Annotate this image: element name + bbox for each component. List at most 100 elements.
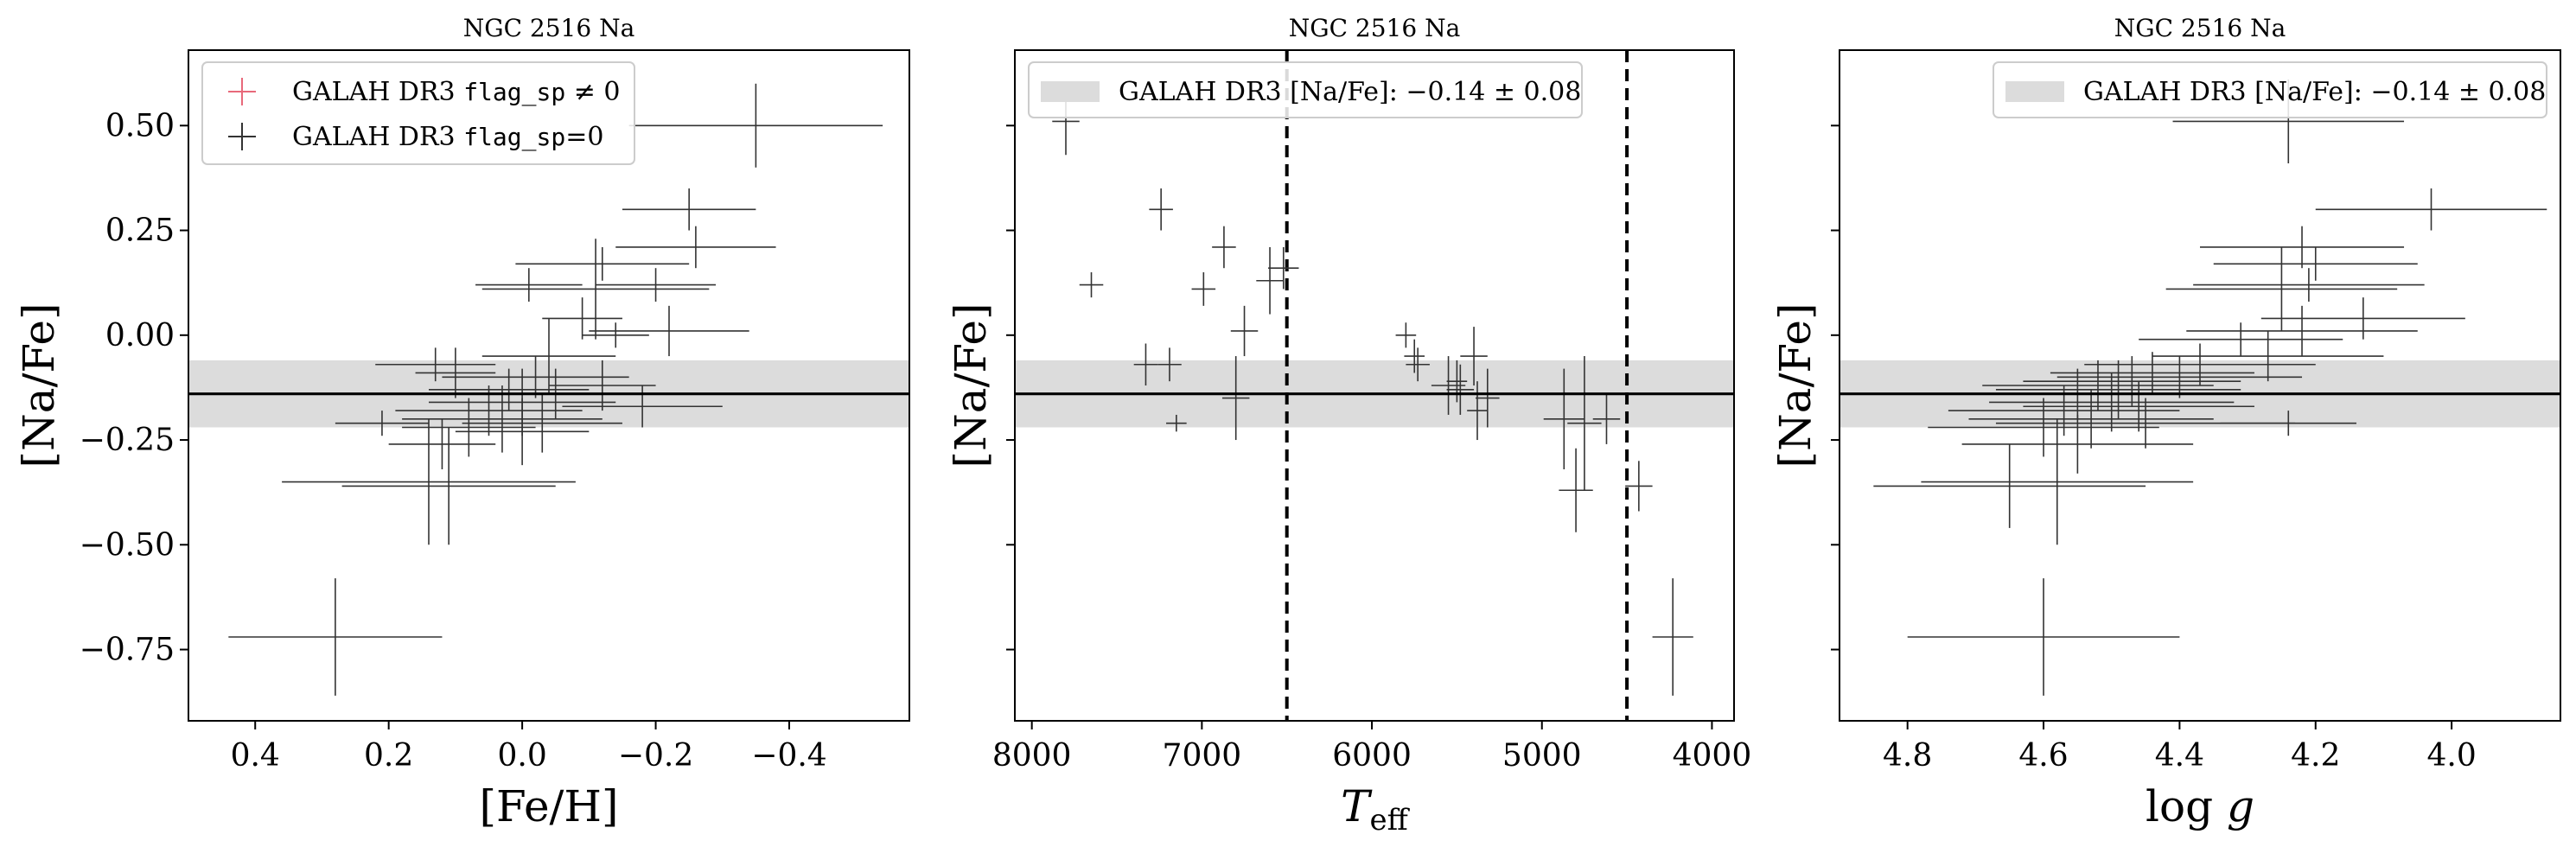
data-point (1395, 322, 1417, 348)
legend: GALAH DR3 flag_sp ≠ 0 GALAH DR3 flag_sp=0 (201, 61, 635, 165)
data-point (542, 297, 622, 340)
data-point (282, 418, 576, 545)
data-point (582, 322, 649, 348)
data-point (402, 398, 536, 457)
data-point (2186, 305, 2418, 357)
data-point (1256, 246, 1284, 315)
data-point (1559, 448, 1593, 532)
data-point (2200, 226, 2405, 269)
data-point (615, 226, 776, 269)
data-point (1191, 272, 1216, 306)
legend-entry-label: GALAH DR3 flag_sp=0 (292, 122, 603, 152)
y-tick-label: 0.25 (105, 213, 175, 249)
x-tick-label: 5000 (1502, 738, 1582, 774)
data-point (1460, 327, 1488, 385)
chart-title: NGC 2516 Na (2114, 14, 2286, 42)
data-point (1133, 343, 1158, 385)
plot-area (1015, 50, 1734, 721)
data-point (1873, 443, 2146, 528)
data-point (341, 427, 556, 545)
data-point (2023, 356, 2241, 407)
data-point (1543, 368, 1584, 469)
axes-frame (1014, 49, 1735, 722)
data-point (589, 305, 749, 357)
data-point (2220, 411, 2356, 436)
data-point (228, 578, 443, 696)
chart-title: NGC 2516 Na (463, 14, 635, 42)
legend-entry-label: GALAH DR3 [Na/Fe]: −0.14 ± 0.08 (2083, 77, 2546, 107)
axes-frame (188, 49, 910, 722)
data-point (1652, 578, 1693, 696)
data-point (455, 398, 590, 466)
data-point (2139, 322, 2343, 357)
x-axis-label: Teff (1341, 781, 1410, 837)
data-point (2260, 297, 2465, 340)
y-axis-label: [Na/Fe] (946, 303, 996, 468)
x-tick-label: 8000 (992, 738, 1072, 774)
data-point (1157, 347, 1182, 382)
x-axis-label: [Fe/H] (479, 781, 618, 831)
data-point (1989, 373, 2235, 432)
x-tick-label: 4.4 (2155, 738, 2204, 774)
x-tick-label: 0.4 (231, 738, 280, 774)
x-tick-label: 4.8 (1883, 738, 1932, 774)
data-point (335, 411, 429, 436)
data-point (1406, 347, 1430, 382)
x-tick-label: 7000 (1163, 738, 1242, 774)
data-point (388, 418, 496, 469)
data-point (1625, 461, 1653, 512)
y-axis-label: [Na/Fe] (14, 303, 64, 468)
data-point (622, 188, 756, 231)
y-tick-label: 0.00 (105, 318, 175, 353)
legend-marker (228, 123, 256, 150)
data-point (2213, 246, 2418, 281)
data-point (1446, 364, 1475, 415)
legend-swatch (2005, 81, 2064, 102)
x-tick-label: 4.6 (2018, 738, 2068, 774)
data-point (1592, 393, 1621, 444)
x-tick-label: −0.2 (618, 738, 693, 774)
data-point (1995, 360, 2241, 419)
data-point (481, 239, 710, 340)
x-tick-label: 4000 (1673, 738, 1752, 774)
y-axis-label: [Na/Fe] (1770, 303, 1820, 468)
data-point (429, 368, 590, 411)
data-point (1230, 305, 1259, 357)
data-point (1268, 246, 1299, 290)
data-point (1221, 356, 1250, 441)
data-point (1907, 578, 2180, 696)
data-point (2050, 352, 2254, 394)
data-point (2084, 343, 2316, 385)
panel-1: NGC 2516 Na 0.4 0.2 0.0 −0.2 −0.4 0.50 0.25 0.00… (14, 14, 910, 831)
data-point (562, 385, 723, 428)
legend-entry-label: GALAH DR3 flag_sp ≠ 0 (292, 77, 621, 107)
data-point (515, 246, 690, 281)
data-point (481, 318, 616, 394)
axes-frame (1839, 49, 2561, 722)
x-tick-label: 4.0 (2426, 738, 2476, 774)
data-point (442, 356, 629, 398)
legend-marker (228, 78, 256, 105)
panel-2: NGC 2516 Na 8000 7000 6000 5000 4000 Teff [Na/F… (946, 14, 1751, 837)
y-tick-label: 0.50 (105, 108, 175, 143)
chart-title: NGC 2516 Na (1289, 14, 1461, 42)
x-tick-label: 0.0 (497, 738, 546, 774)
y-tick-label: −0.25 (80, 423, 175, 458)
data-point (402, 385, 603, 453)
data-point (1961, 414, 2194, 474)
y-tick-label: −0.75 (80, 633, 175, 668)
data-point (596, 268, 717, 302)
legend-entry-label: GALAH DR3 [Na/Fe]: −0.14 ± 0.08 (1119, 77, 1581, 107)
data-point (1166, 414, 1187, 432)
legend: GALAH DR3 [Na/Fe]: −0.14 ± 0.08 (1028, 61, 1583, 118)
data-point (1567, 356, 1602, 491)
y-tick-label: −0.50 (80, 527, 175, 563)
plot-area (188, 83, 909, 696)
data-point (2165, 246, 2398, 331)
data-point (375, 347, 496, 382)
data-point (1476, 368, 1500, 428)
data-point (1928, 398, 2159, 457)
x-tick-label: 6000 (1332, 738, 1412, 774)
x-tick-label: 4.2 (2291, 738, 2340, 774)
